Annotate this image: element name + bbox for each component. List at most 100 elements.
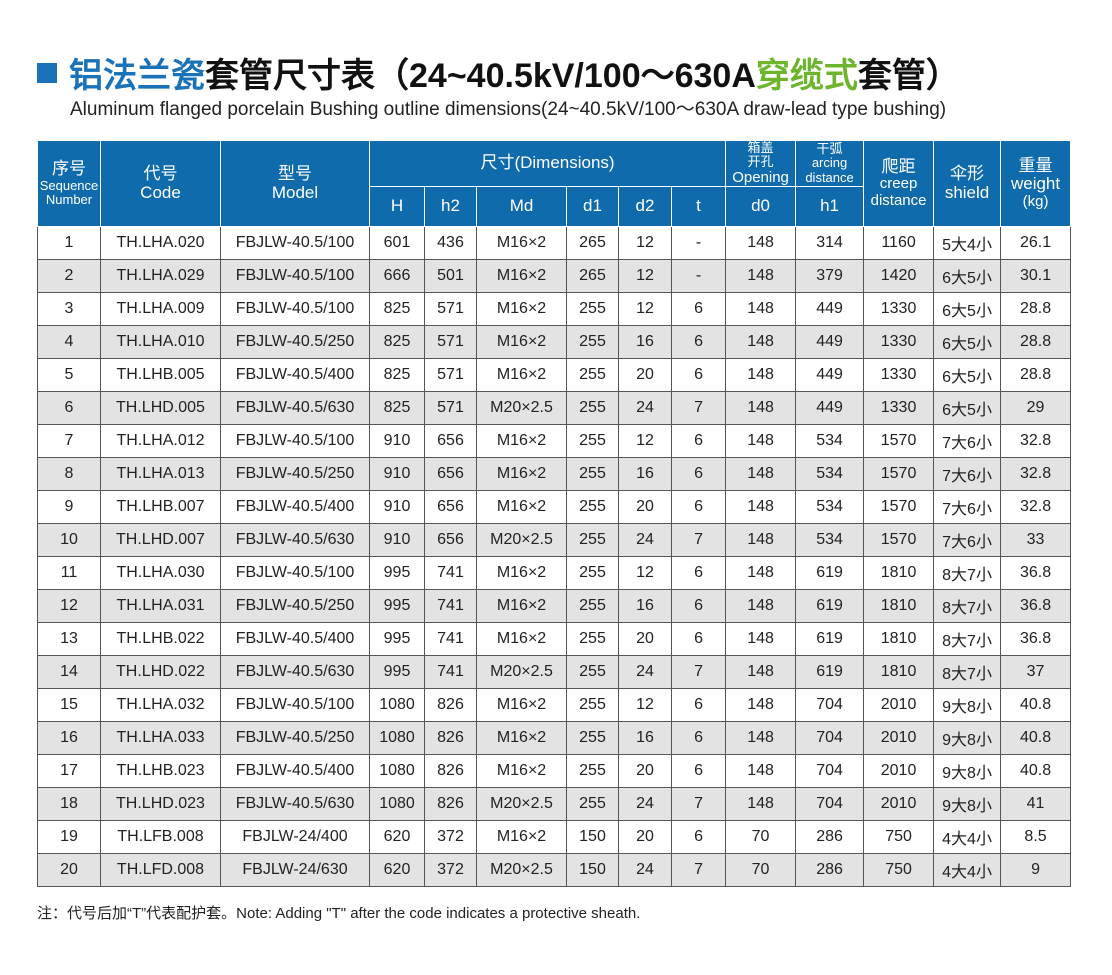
table-cell: 825 [369, 325, 425, 360]
table-cell: 6大5小 [933, 391, 1002, 426]
table-cell: 6 [670, 358, 727, 393]
table-cell: 379 [795, 259, 865, 294]
table-cell: TH.LHA.030 [100, 556, 221, 591]
table-cell: 19 [37, 820, 101, 855]
table-cell: M16×2 [476, 424, 567, 459]
table-cell: 286 [795, 853, 865, 888]
table-cell: M16×2 [476, 259, 567, 294]
table-cell: 20 [37, 853, 101, 888]
table-cell: 7 [670, 655, 727, 690]
table-cell: 148 [725, 358, 797, 393]
table-cell: 9大8小 [933, 754, 1002, 789]
header-shield: 伞形 shield [933, 139, 1002, 228]
table-cell: 36.8 [1000, 622, 1072, 657]
table-cell: 910 [369, 457, 425, 492]
table-cell: 2010 [863, 721, 935, 756]
table-cell: 255 [566, 292, 619, 327]
table-cell: TH.LHA.020 [100, 226, 221, 261]
table-cell: M16×2 [476, 820, 567, 855]
table-cell: 150 [566, 853, 619, 888]
table-cell: M20×2.5 [476, 853, 567, 888]
table-cell: 32.8 [1000, 457, 1072, 492]
table-cell: 7 [37, 424, 101, 459]
table-cell: 2 [37, 259, 101, 294]
page-title: 铝法兰瓷 套管尺寸表（24~40.5kV/100～630A 穿缆式 套管） [37, 48, 960, 97]
table-cell: 826 [424, 721, 477, 756]
table-cell: 1810 [863, 622, 935, 657]
table-cell: FBJLW-40.5/400 [220, 754, 370, 789]
table-cell: 1160 [863, 226, 935, 261]
table-cell: FBJLW-24/630 [220, 853, 370, 888]
table-cell: M16×2 [476, 358, 567, 393]
table-cell: M16×2 [476, 754, 567, 789]
table-cell: TH.LHA.032 [100, 688, 221, 723]
table-row: 6 TH.LHD.005 FBJLW-40.5/630 825 571 M20×2.5 25… [37, 391, 1072, 426]
table-cell: 12 [37, 589, 101, 624]
table-cell: 1080 [369, 688, 425, 723]
table-cell: 2010 [863, 787, 935, 822]
table-cell: M16×2 [476, 622, 567, 657]
table-cell: 6 [670, 457, 727, 492]
header-Md: Md [476, 186, 567, 228]
table-cell: 501 [424, 259, 477, 294]
table-cell: 9大8小 [933, 721, 1002, 756]
table-cell: 29 [1000, 391, 1072, 426]
table-cell: 9 [1000, 853, 1072, 888]
table-cell: 4大4小 [933, 853, 1002, 888]
table-cell: 2010 [863, 688, 935, 723]
table-cell: 741 [424, 655, 477, 690]
table-cell: 1330 [863, 325, 935, 360]
table-cell: 1330 [863, 358, 935, 393]
table-cell: 7大6小 [933, 490, 1002, 525]
table-row: 15 TH.LHA.032 FBJLW-40.5/100 1080 826 M16×2 25… [37, 688, 1072, 723]
table-cell: 656 [424, 457, 477, 492]
table-cell: FBJLW-40.5/250 [220, 721, 370, 756]
table-cell: 148 [725, 556, 797, 591]
table-cell: 534 [795, 523, 865, 558]
table-cell: 1810 [863, 655, 935, 690]
table-cell: 4大4小 [933, 820, 1002, 855]
title-part4: 套管） [857, 57, 960, 95]
table-cell: 8大7小 [933, 655, 1002, 690]
table-cell: 9大8小 [933, 787, 1002, 822]
table-cell: 15 [37, 688, 101, 723]
table-cell: 8大7小 [933, 589, 1002, 624]
footnote: 注：代号后加“T”代表配护套。Note: Adding "T" after th… [37, 905, 641, 922]
dimensions-table: 序号 Sequence Number 代号 Code 型号 Model 尺寸(Dimen… [37, 139, 1072, 888]
table-cell: 826 [424, 688, 477, 723]
table-cell: 16 [618, 457, 672, 492]
title-square-icon [37, 62, 57, 83]
table-cell: 14 [37, 655, 101, 690]
table-cell: FBJLW-40.5/250 [220, 589, 370, 624]
table-cell: 1080 [369, 787, 425, 822]
table-row: 17 TH.LHB.023 FBJLW-40.5/400 1080 826 M16×2 25… [37, 754, 1072, 789]
table-cell: TH.LHB.023 [100, 754, 221, 789]
table-cell: 1 [37, 226, 101, 261]
table-cell: 148 [725, 721, 797, 756]
table-cell: 148 [725, 325, 797, 360]
table-cell: M16×2 [476, 589, 567, 624]
table-cell: M16×2 [476, 721, 567, 756]
table-cell: 12 [618, 556, 672, 591]
table-cell: 8大7小 [933, 622, 1002, 657]
table-cell: TH.LHB.007 [100, 490, 221, 525]
table-cell: M16×2 [476, 688, 567, 723]
table-cell: 36.8 [1000, 556, 1072, 591]
table-cell: 6 [670, 556, 727, 591]
table-cell: M16×2 [476, 457, 567, 492]
header-code: 代号 Code [100, 139, 221, 228]
table-cell: 28.8 [1000, 292, 1072, 327]
table-cell: 70 [725, 820, 797, 855]
table-cell: 16 [37, 721, 101, 756]
title-part1: 铝法兰瓷 [69, 57, 205, 95]
table-row: 5 TH.LHB.005 FBJLW-40.5/400 825 571 M16×2 255 2… [37, 358, 1072, 393]
table-cell: FBJLW-40.5/630 [220, 391, 370, 426]
table-cell: 6大5小 [933, 358, 1002, 393]
table-cell: 255 [566, 655, 619, 690]
table-cell: 7大6小 [933, 523, 1002, 558]
table-cell: FBJLW-40.5/630 [220, 787, 370, 822]
table-cell: 704 [795, 787, 865, 822]
table-cell: 20 [618, 490, 672, 525]
table-row: 4 TH.LHA.010 FBJLW-40.5/250 825 571 M16×2 255 1… [37, 325, 1072, 360]
table-cell: 825 [369, 358, 425, 393]
